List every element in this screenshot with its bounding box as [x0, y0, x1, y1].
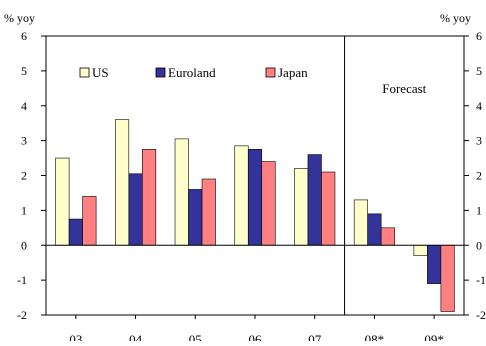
y-tick-label-left: -2 — [17, 308, 27, 322]
legend-swatch-us — [79, 67, 90, 78]
legend-label-euroland: Euroland — [168, 65, 216, 80]
bar-japan-06 — [261, 161, 276, 246]
legend: US Euroland Japan — [79, 65, 308, 80]
x-tick-label: 03 — [69, 332, 82, 341]
x-tick-label: 07 — [308, 332, 322, 341]
bar-euroland-09 — [427, 244, 442, 284]
bar-us-09 — [413, 244, 428, 257]
y-unit-left: % yoy — [4, 11, 35, 25]
legend-swatch-japan — [265, 67, 276, 78]
y-tick-label-left: 2 — [21, 169, 27, 183]
y-tick-label-left: 0 — [21, 238, 27, 252]
y-tick-label-left: 5 — [21, 64, 27, 78]
bar-euroland-05 — [188, 189, 203, 246]
legend-label-us: US — [92, 65, 109, 80]
bar-us-04 — [115, 119, 130, 246]
y-tick-label-left: 3 — [21, 134, 27, 148]
bar-japan-08 — [380, 227, 395, 246]
bar-us-07 — [294, 168, 309, 246]
y-tick-label-right: -2 — [476, 308, 486, 322]
bars — [55, 119, 455, 312]
y-unit-right: % yoy — [440, 11, 471, 25]
x-tick-label: 08* — [365, 332, 385, 341]
y-tick-label-right: -1 — [476, 273, 486, 287]
x-tick-label: 09* — [424, 332, 444, 341]
legend-label-japan: Japan — [278, 65, 308, 80]
bar-euroland-07 — [307, 154, 322, 246]
y-tick-label-left: 1 — [21, 203, 27, 217]
bar-euroland-04 — [128, 173, 143, 246]
y-tick-label-left: -1 — [17, 273, 27, 287]
x-tick-label: 05 — [189, 332, 202, 341]
y-tick-label-right: 3 — [476, 134, 482, 148]
legend-swatch-euroland — [155, 67, 166, 78]
bar-us-03 — [55, 157, 70, 246]
y-tick-label-left: 4 — [21, 99, 27, 113]
forecast-annotation: Forecast — [382, 81, 426, 96]
bar-japan-04 — [142, 149, 157, 246]
bar-japan-09 — [440, 244, 455, 312]
bar-euroland-08 — [367, 213, 382, 246]
bar-euroland-06 — [247, 149, 263, 246]
y-tick-label-right: 1 — [476, 203, 482, 217]
y-tick-label-right: 0 — [476, 238, 482, 252]
y-tick-label-left: 6 — [21, 29, 27, 43]
bar-euroland-03 — [68, 218, 83, 246]
y-tick-label-right: 2 — [476, 169, 482, 183]
bar-japan-07 — [321, 171, 336, 246]
y-tick-label-right: 6 — [476, 29, 482, 43]
bar-us-06 — [234, 145, 249, 246]
bar-us-08 — [353, 199, 368, 246]
y-tick-label-right: 5 — [476, 64, 482, 78]
bar-japan-05 — [201, 178, 216, 246]
x-tick-label: 04 — [129, 332, 143, 341]
x-tick-label: 06 — [249, 332, 263, 341]
y-tick-label-right: 4 — [476, 99, 482, 113]
bar-us-05 — [174, 138, 189, 246]
bar-japan-03 — [82, 196, 97, 246]
